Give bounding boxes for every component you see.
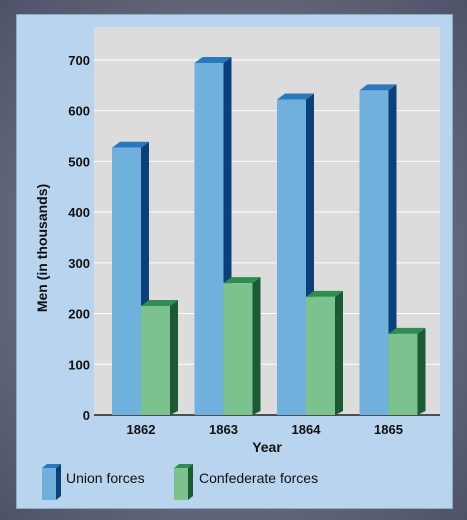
y-tick-label: 0 [83,408,90,423]
legend: Union forces Confederate forces [42,464,318,500]
x-axis-ticks: 1862 1863 1864 1865 [127,422,403,437]
legend-swatch [42,468,56,500]
y-tick-label: 600 [68,104,90,119]
bar-side [417,327,426,415]
bar-front [141,305,170,415]
y-axis-title: Men (in thousands) [34,184,50,312]
legend-swatch-top [174,464,193,468]
bar-union-1864 [277,93,314,415]
legend-item-union: Union forces [42,464,145,500]
bar-front [306,296,335,415]
bars [112,57,426,416]
y-tick-label: 700 [68,53,90,68]
x-tick-label: 1863 [209,422,238,437]
bar-top [223,277,261,284]
legend-swatch-side [188,464,193,500]
bar-top [388,327,426,334]
y-axis-ticks: 0 100 200 300 400 500 600 700 [68,53,90,423]
bar-front [112,147,141,415]
bar-front [388,333,418,415]
y-tick-label: 500 [68,154,90,169]
bar-top [112,141,149,148]
y-tick-label: 300 [68,256,90,271]
legend-swatch [174,468,188,500]
bar-top [306,290,343,297]
bar-side [335,290,343,415]
bar-top [194,57,232,64]
x-tick-label: 1862 [127,422,156,437]
x-tick-label: 1864 [292,422,322,437]
bar-confederate-1863 [223,277,261,415]
bar-union-1865 [359,84,397,416]
legend-swatch-top [42,464,61,468]
bar-side [170,299,178,415]
legend-item-confederate: Confederate forces [174,464,318,500]
y-tick-label: 200 [68,307,90,322]
bar-confederate-1865 [388,327,426,415]
legend-label: Confederate forces [199,470,318,486]
legend-swatch-side [56,464,61,500]
bar-front [359,90,389,416]
bar-front [277,99,306,415]
bar-front [223,283,253,415]
bar-confederate-1862 [141,299,178,415]
y-tick-label: 400 [68,205,90,220]
bar-confederate-1864 [306,290,343,415]
legend-label: Union forces [66,470,145,486]
x-axis-title: Year [252,439,282,455]
bar-top [141,299,178,306]
bar-front [194,63,224,415]
bar-side [252,277,261,415]
x-tick-label: 1865 [374,422,403,437]
bar-top [277,93,314,100]
y-tick-label: 100 [68,357,90,372]
bar-top [359,84,397,91]
